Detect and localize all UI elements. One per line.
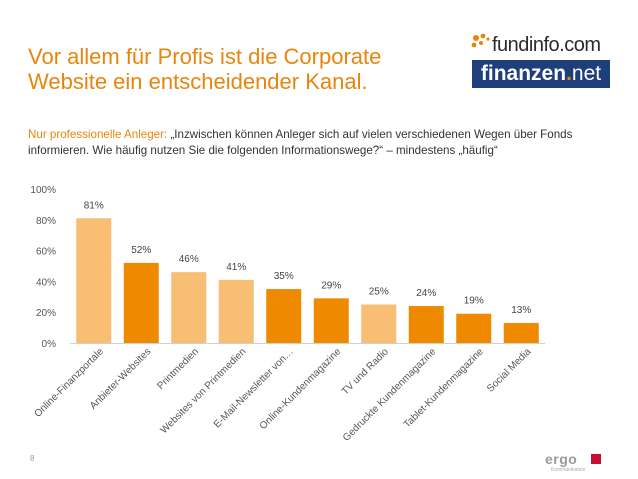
ergo-mark-icon — [591, 454, 601, 464]
x-tick-label: Gedruckte Kundenmagazine — [341, 346, 439, 444]
slide-title: Vor allem für Profis ist die Corporate W… — [28, 44, 448, 94]
bar — [408, 306, 444, 343]
bar — [218, 279, 254, 343]
finanzen-logo-net: net — [571, 62, 602, 85]
data-label: 19% — [464, 296, 484, 307]
bar — [171, 272, 207, 343]
bar — [456, 313, 492, 343]
data-label: 13% — [511, 305, 531, 316]
fundinfo-dots-icon — [471, 33, 490, 48]
data-label: 52% — [131, 245, 151, 256]
x-tick-label: Social Media — [485, 346, 534, 395]
finanzen-net-logo: finanzen.net — [472, 60, 610, 88]
x-tick-label: E-Mail-Newsletter von… — [212, 346, 296, 430]
title-line-1: Vor allem für Profis ist die Corporate — [28, 44, 382, 69]
data-label: 46% — [179, 254, 199, 265]
ergo-logo: ergo Kommunikation — [545, 451, 615, 475]
subtitle-lead: Nur professionelle Anleger: — [28, 128, 168, 141]
x-tick-label: Tablet-Kundenmagazine — [402, 346, 486, 430]
x-tick-label: Websites von Printmedien — [159, 346, 249, 436]
finanzen-logo-dot: . — [566, 62, 572, 85]
x-tick-label: TV und Radio — [340, 346, 391, 397]
y-tick-label: 0% — [42, 339, 57, 350]
bar — [313, 298, 349, 343]
ergo-tagline: Kommunikation — [551, 467, 586, 473]
y-tick-label: 40% — [36, 277, 56, 288]
data-label: 24% — [416, 288, 436, 299]
bar — [266, 289, 302, 343]
y-tick-label: 100% — [30, 185, 56, 196]
fundinfo-logo-text: fundinfo.com — [492, 34, 601, 56]
slide-subtitle: Nur professionelle Anleger: „Inzwischen … — [28, 127, 618, 159]
data-label: 35% — [274, 271, 294, 282]
y-tick-label: 80% — [36, 216, 56, 227]
bar — [361, 304, 397, 343]
bar — [76, 218, 112, 343]
finanzen-logo-main: finanzen — [480, 62, 567, 85]
data-label: 81% — [84, 200, 104, 211]
ergo-logo-text: ergo — [545, 451, 578, 467]
subtitle-question: „Inzwischen können Anleger sich auf viel… — [28, 128, 573, 157]
bar — [503, 322, 539, 343]
y-tick-label: 60% — [36, 247, 56, 258]
page-number: 8 — [30, 454, 35, 463]
y-tick-label: 20% — [36, 308, 56, 319]
data-label: 25% — [369, 287, 389, 298]
bar — [123, 262, 159, 343]
title-line-2: Website ein entscheidender Kanal. — [28, 69, 368, 94]
fundinfo-logo: fundinfo.com — [470, 32, 610, 58]
data-label: 41% — [226, 262, 246, 273]
data-label: 29% — [321, 280, 341, 291]
x-tick-label: Printmedien — [155, 346, 201, 392]
x-tick-label: Online-Kundenmagazine — [258, 346, 344, 432]
